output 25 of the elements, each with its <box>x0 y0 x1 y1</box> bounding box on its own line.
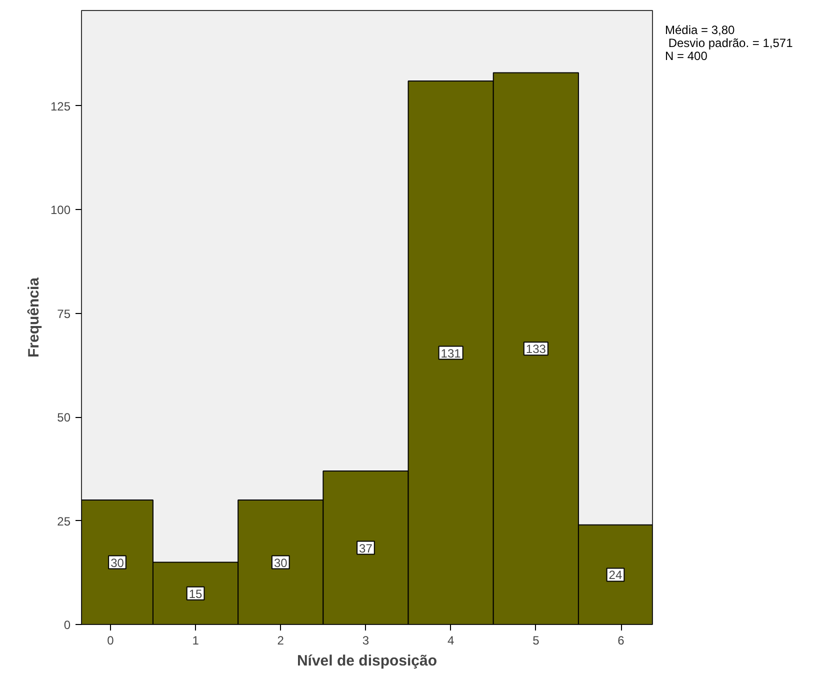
x-tick-label: 0 <box>107 634 114 648</box>
data-label: 30 <box>110 556 124 570</box>
data-label: 30 <box>274 556 288 570</box>
data-label: 133 <box>526 342 546 356</box>
data-label: 15 <box>188 586 203 601</box>
text: Desvio padrão. = 1,571 <box>667 36 793 50</box>
y-tick-label: 50 <box>57 410 71 425</box>
x-tick-label: 5 <box>532 634 540 648</box>
text: Média = 3,80 <box>665 23 736 37</box>
x-tick-label: 4 <box>447 634 454 648</box>
x-tick-label: 2 <box>277 634 284 648</box>
y-tick-label: 25 <box>57 514 71 528</box>
x-tick-label: 6 <box>618 634 625 648</box>
x-tick-label: 3 <box>362 634 370 648</box>
y-tick-label: 75 <box>57 306 71 321</box>
y-tick-label: 100 <box>50 203 71 218</box>
data-label: 24 <box>608 568 622 582</box>
data-label: 131 <box>440 346 462 360</box>
y-axis-title: Frequência <box>25 276 42 358</box>
data-label: 37 <box>359 541 373 556</box>
y-tick-label: 0 <box>64 618 71 632</box>
x-axis-title: Nível de disposição <box>296 652 438 670</box>
x-tick-label: 1 <box>192 634 200 648</box>
y-tick-label: 125 <box>50 99 71 114</box>
text: N = 400 <box>665 49 708 63</box>
